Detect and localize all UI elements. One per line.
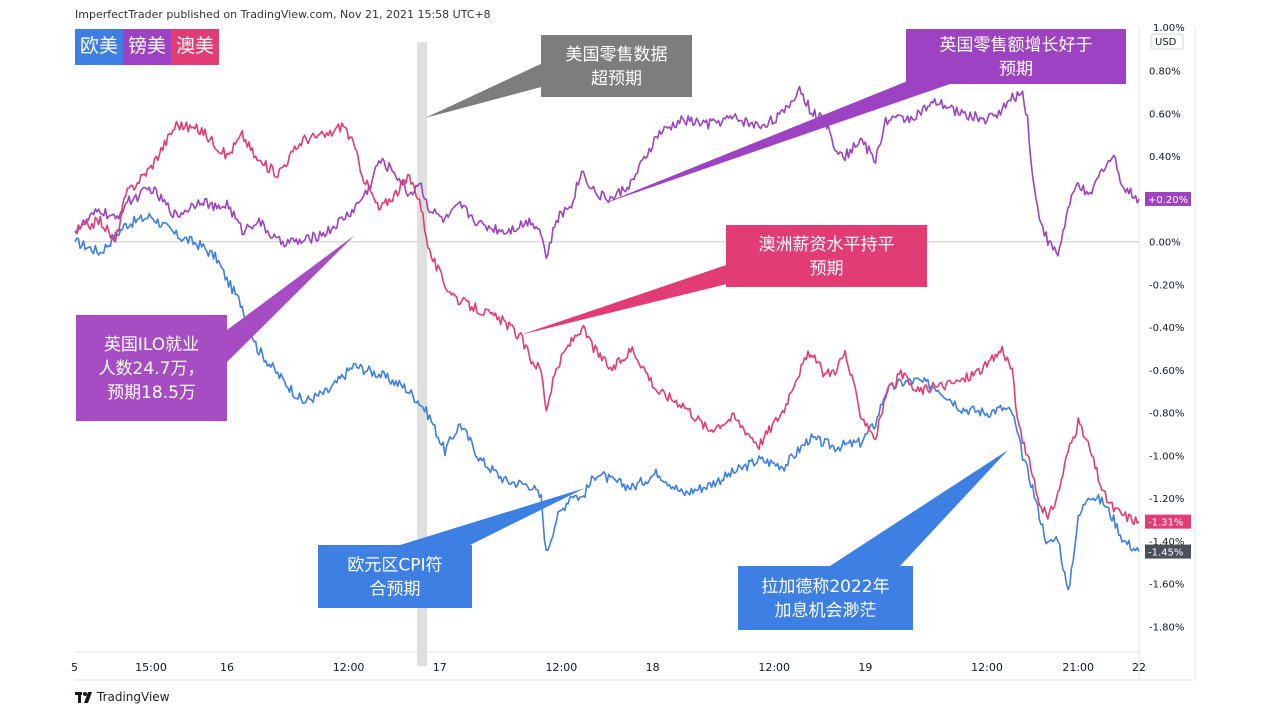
annotation-pointer: [520, 262, 735, 335]
annotation-pointer: [600, 72, 950, 205]
y-tick-label: -1.60%: [1149, 580, 1184, 591]
last-value-label: -1.45%: [1148, 548, 1183, 559]
x-tick-label: 12:00: [333, 661, 365, 674]
y-tick-label: 0.40%: [1149, 152, 1181, 163]
y-tick-label: -1.80%: [1149, 622, 1184, 633]
y-tick-label: -1.20%: [1149, 494, 1184, 505]
legend-audusd[interactable]: 澳美: [171, 29, 220, 65]
x-tick-label: 19: [858, 661, 872, 674]
annotation-text: 加息机会渺茫: [775, 601, 877, 621]
unit-label[interactable]: USD: [1155, 37, 1177, 48]
x-tick-label: 21:00: [1062, 661, 1094, 674]
annotation-text: 欧元区CPI符: [347, 556, 442, 576]
annotation-box-uk-ilo[interactable]: [76, 315, 227, 421]
y-tick-label: -0.60%: [1149, 366, 1184, 377]
annotation-text: 预期: [810, 259, 844, 279]
annotation-text: 英国ILO就业: [104, 335, 199, 355]
annotation-pointer: [830, 450, 1008, 566]
y-tick-label: 0.80%: [1149, 67, 1181, 78]
x-tick-label: 17: [433, 661, 447, 674]
annotation-box-us-retail[interactable]: [541, 35, 692, 97]
annotation-text: 美国零售数据: [566, 45, 668, 65]
last-value-tag: [1145, 544, 1191, 559]
legend-gbpusd[interactable]: 镑美: [123, 29, 172, 65]
last-value-label: +0.20%: [1148, 195, 1188, 206]
annotation-box-eu-cpi[interactable]: [318, 545, 472, 608]
x-tick-label: 12:00: [758, 661, 790, 674]
series-line-eurusd[interactable]: [74, 212, 1140, 591]
y-tick-label: -1.40%: [1149, 537, 1184, 548]
legend-eurusd[interactable]: 欧美: [75, 29, 124, 65]
annotation-text: 人数24.7万，: [99, 359, 205, 379]
event-highlight-band: [417, 42, 428, 666]
last-value-label: -1.31%: [1148, 518, 1183, 529]
x-tick-label: 18: [646, 661, 660, 674]
last-value-tag: [1145, 514, 1191, 529]
annotation-pointer: [400, 488, 585, 545]
series-line-audusd[interactable]: [74, 120, 1140, 526]
unit-label-box[interactable]: [1150, 33, 1184, 50]
last-value-tag: [1145, 191, 1191, 206]
annotation-pointer: [227, 235, 355, 362]
x-tick-label: 12:00: [971, 661, 1003, 674]
y-tick-label: -0.40%: [1149, 323, 1184, 334]
annotation-box-lagarde[interactable]: [738, 566, 913, 630]
annotation-text: 澳洲薪资水平持平: [759, 235, 895, 255]
tradingview-logo-icon: [75, 691, 92, 703]
footer-brand[interactable]: TradingView: [97, 690, 170, 704]
annotation-box-au-wage[interactable]: [726, 225, 927, 287]
annotation-box-uk-retail[interactable]: [906, 29, 1126, 84]
y-tick-label: -0.80%: [1149, 409, 1184, 420]
footer: TradingView: [75, 690, 170, 704]
y-tick-label: -1.00%: [1149, 451, 1184, 462]
series-line-gbpusd[interactable]: [74, 85, 1140, 260]
annotation-pointer: [425, 62, 545, 118]
y-tick-label: -0.20%: [1149, 280, 1184, 291]
x-tick-label: 15:00: [135, 661, 167, 674]
x-tick-label: 16: [220, 661, 234, 674]
legend: 欧美 镑美 澳美: [75, 29, 220, 65]
annotation-text: 英国零售额增长好于: [940, 36, 1093, 56]
annotation-text: 超预期: [591, 69, 642, 89]
annotation-text: 预期: [999, 60, 1033, 80]
x-tick-label: 12:00: [546, 661, 578, 674]
x-tick-label: 5: [71, 661, 78, 674]
publisher-info: ImperfectTrader published on TradingView…: [75, 8, 491, 21]
annotation-text: 预期18.5万: [107, 383, 196, 403]
annotation-text: 合预期: [370, 580, 421, 600]
y-tick-label: 1.00%: [1153, 23, 1185, 34]
y-tick-label: 0.00%: [1149, 238, 1181, 249]
y-tick-label: 0.60%: [1149, 109, 1181, 120]
annotation-text: 拉加德称2022年: [761, 577, 889, 597]
x-tick-label: 22: [1132, 661, 1146, 674]
